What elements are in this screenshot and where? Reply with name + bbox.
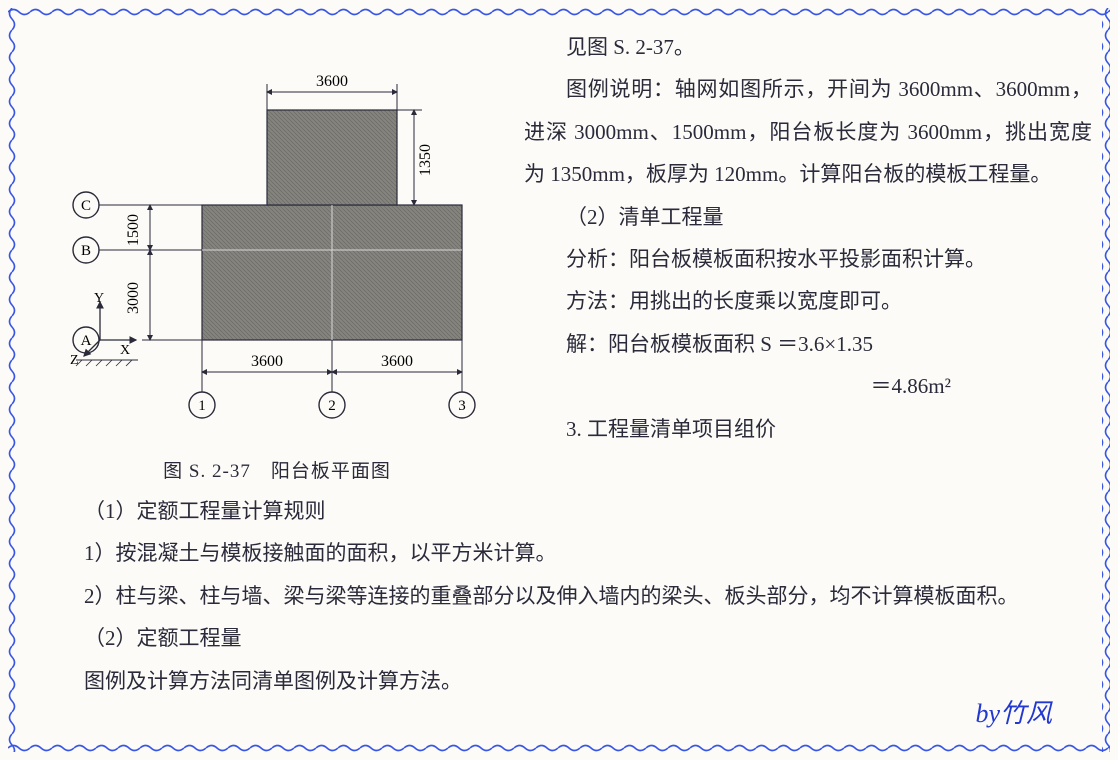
figure-caption: 图 S. 2-37 阳台板平面图 <box>42 456 512 483</box>
svg-text:3600: 3600 <box>381 353 413 370</box>
para-list-qty-heading: （2）清单工程量 <box>524 196 1092 238</box>
para-solution: 解：阳台板模板面积 S ＝3.6×1.35 <box>524 323 1092 365</box>
right-text-column: 见图 S. 2-37。 图例说明：轴网如图所示，开间为 3600mm、3600m… <box>524 26 1092 450</box>
col-marker-3: 3 <box>449 380 475 418</box>
svg-text:1500: 1500 <box>125 214 142 246</box>
para-ref: 见图 S. 2-37。 <box>524 26 1092 68</box>
para-quota-heading: （2）定额工程量 <box>42 617 1090 659</box>
col-marker-2: 2 <box>319 380 345 418</box>
para-quota-body: 图例及计算方法同清单图例及计算方法。 <box>42 660 1090 702</box>
para-legend: 图例说明：轴网如图所示，开间为 3600mm、3600mm，进深 3000mm、… <box>524 68 1092 195</box>
col-marker-1: 1 <box>189 380 215 418</box>
balcony-plan-svg: 3600 1350 1500 3000 3600 3600 <box>42 40 512 450</box>
svg-text:2: 2 <box>328 398 336 414</box>
svg-text:Y: Y <box>94 291 104 306</box>
svg-text:1: 1 <box>198 398 206 414</box>
svg-text:1350: 1350 <box>417 144 434 176</box>
figure-block: 3600 1350 1500 3000 3600 3600 <box>42 40 512 483</box>
para-rule-heading: （1）定额工程量计算规则 <box>42 490 1090 532</box>
para-section3: 3. 工程量清单项目组价 <box>524 408 1092 450</box>
svg-text:X: X <box>120 343 130 358</box>
svg-text:3600: 3600 <box>316 73 348 90</box>
svg-text:B: B <box>81 243 91 259</box>
signature: by竹风 <box>975 693 1052 730</box>
svg-text:C: C <box>81 198 91 214</box>
svg-text:3: 3 <box>458 398 466 414</box>
svg-text:3000: 3000 <box>125 282 142 314</box>
para-rule-1: 1）按混凝土与模板接触面的面积，以平方米计算。 <box>42 532 1090 574</box>
svg-text:A: A <box>81 333 92 349</box>
para-rule-2: 2）柱与梁、柱与墙、梁与梁等连接的重叠部分以及伸入墙内的梁头、板头部分，均不计算… <box>42 575 1090 617</box>
para-solution-result: ＝4.86m² <box>524 365 1092 407</box>
page-content: 3600 1350 1500 3000 3600 3600 <box>28 22 1090 738</box>
svg-text:3600: 3600 <box>251 353 283 370</box>
para-analysis: 分析：阳台板模板面积按水平投影面积计算。 <box>524 238 1092 280</box>
lower-text-block: （1）定额工程量计算规则 1）按混凝土与模板接触面的面积，以平方米计算。 2）柱… <box>42 490 1090 702</box>
row-marker-a: A <box>73 327 99 353</box>
para-method: 方法：用挑出的长度乘以宽度即可。 <box>524 280 1092 322</box>
